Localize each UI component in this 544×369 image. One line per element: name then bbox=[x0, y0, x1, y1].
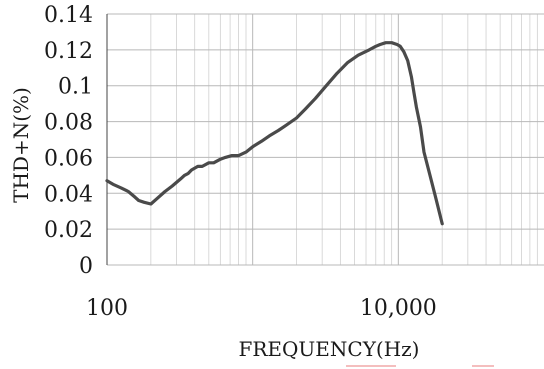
series-line-0 bbox=[105, 41, 444, 226]
x-axis-title: FREQUENCY(Hz) bbox=[239, 337, 420, 361]
x-tick-label: 100 bbox=[86, 296, 128, 321]
y-tick-labels: 0 0.02 0.04 0.06 0.08 0.1 0.12 0.14 bbox=[44, 3, 93, 279]
y-tick-label: 0.12 bbox=[44, 39, 93, 64]
y-tick-label: 0.1 bbox=[58, 75, 93, 100]
x-tick-labels: 100 10,000 bbox=[86, 296, 437, 321]
x-tick-label: 10,000 bbox=[360, 296, 437, 321]
y-tick-label: 0.04 bbox=[44, 182, 93, 207]
y-tick-label: 0.02 bbox=[44, 218, 93, 243]
y-tick-label: 0 bbox=[79, 254, 93, 279]
y-tick-label: 0.06 bbox=[44, 146, 93, 171]
y-tick-label: 0.14 bbox=[44, 3, 93, 28]
y-tick-label: 0.08 bbox=[44, 111, 93, 136]
grid bbox=[106, 13, 544, 266]
series-layer bbox=[105, 41, 444, 226]
y-axis-title: THD+N(%) bbox=[9, 87, 33, 203]
